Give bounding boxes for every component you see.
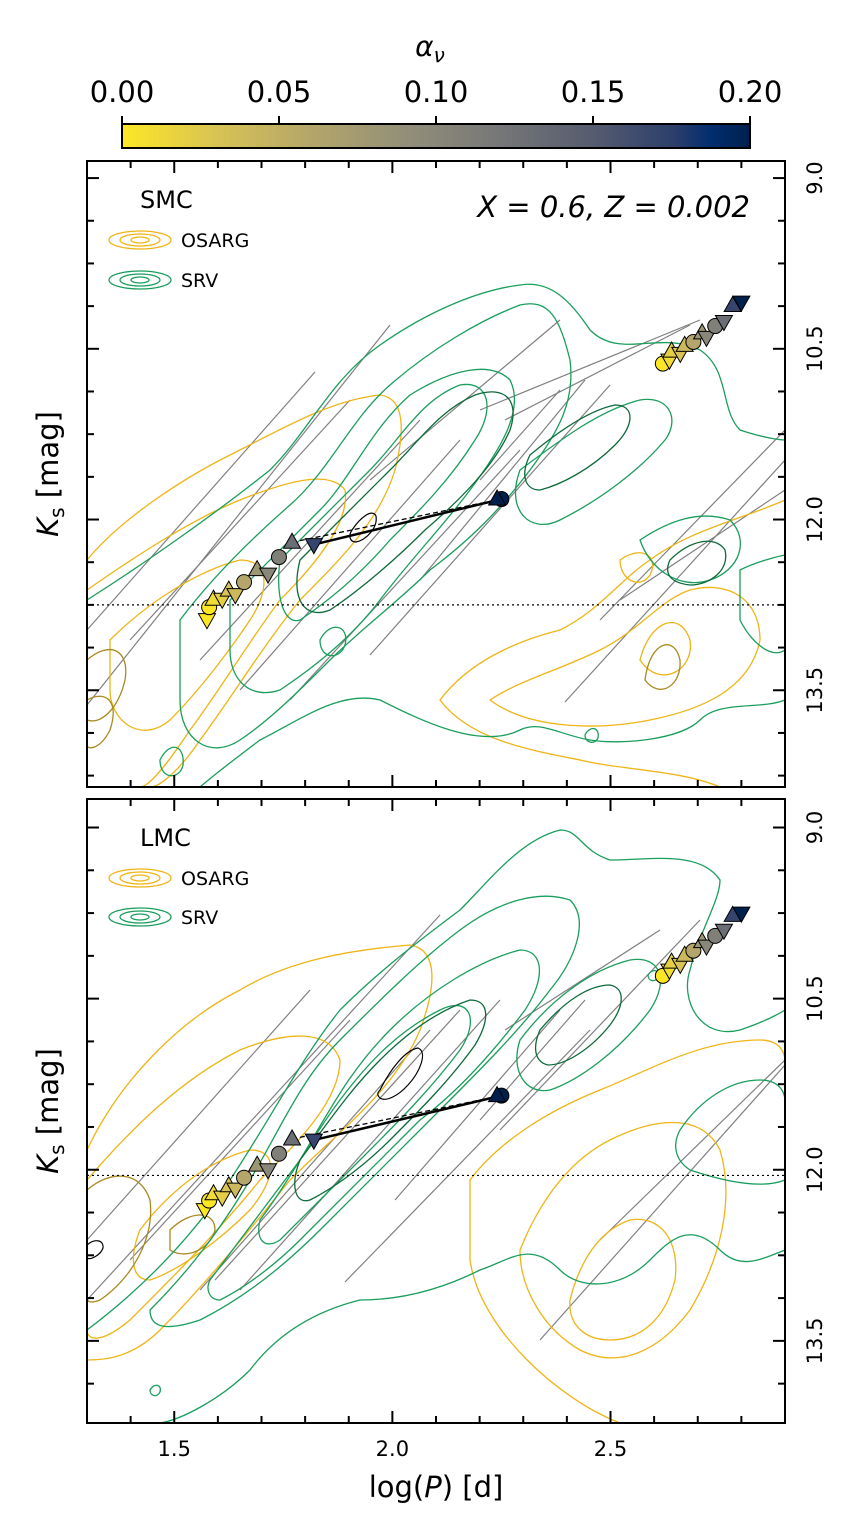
lmc-marker-triangle-down: [732, 906, 751, 924]
lmc-marker-triangle-down: [697, 939, 716, 957]
smc-connector-line: [291, 498, 502, 543]
smc-legend-osarg-icon: [108, 230, 172, 250]
lmc-ylabel: Ks [mag]: [31, 1048, 69, 1174]
smc-srv-contours: [87, 283, 785, 787]
colorbar-tick-label: 0.20: [718, 75, 783, 109]
lmc-srv-contours-dark: [294, 984, 622, 1202]
smc-y-tick-label: 9.0: [803, 161, 827, 194]
lmc-srv-contours: [87, 829, 785, 1423]
lmc-galaxy-label: LMC: [140, 824, 191, 852]
colorbar-tick-label: 0.10: [404, 75, 469, 109]
lmc-marker-circle: [270, 1145, 287, 1162]
lmc-series: [195, 905, 751, 1220]
lmc-legend: OSARG SRV: [108, 868, 249, 929]
smc-annotation: X = 0.6, Z = 0.002: [475, 190, 750, 224]
lmc-connector-line: [291, 1094, 502, 1140]
colorbar-ticks: [121, 116, 751, 124]
lmc-y-tick-label: 9.0: [803, 811, 827, 844]
smc-connector-line: [313, 498, 502, 546]
lmc-guide-lines: [87, 914, 785, 1341]
lmc-plot-area: [87, 829, 785, 1423]
smc-legend-osarg-label: OSARG: [181, 230, 249, 252]
x-tick-label: 1.5: [158, 1437, 191, 1461]
panel-smc: 9.0 10.5 12.0 13.5 SMC OSARG SRV X = 0.6, Z…: [31, 160, 827, 788]
smc-marker-circle: [270, 549, 287, 566]
smc-marker-triangle-down: [697, 330, 716, 348]
lmc-black-contour: [377, 1047, 423, 1100]
x-tick-label: 2.5: [594, 1437, 627, 1461]
colorbar-tick-label: 0.15: [561, 75, 626, 109]
lmc-marker-triangle-down: [304, 1133, 324, 1151]
x-tick-label: 2.0: [376, 1437, 409, 1461]
colorbar-label: αν: [415, 30, 445, 67]
lmc-osarg-contours: [87, 944, 785, 1423]
x-tick-labels: 1.5 2.0 2.5: [158, 1437, 628, 1461]
colorbar: αν 0.00 0.05 0.10 0.15 0.20: [90, 30, 783, 149]
smc-marker-triangle-down: [304, 538, 324, 555]
smc-legend-srv-icon: [108, 270, 172, 290]
smc-ylabel: Ks [mag]: [31, 411, 69, 537]
smc-osarg-contours-dark: [87, 644, 681, 749]
lmc-osarg-contours-dark: [87, 1175, 216, 1303]
lmc-marker-triangle-up: [282, 1128, 302, 1146]
colorbar-tick-labels: 0.00 0.05 0.10 0.15 0.20: [90, 75, 783, 109]
smc-osarg-contours: [87, 394, 785, 787]
smc-marker-circle: [236, 574, 253, 591]
smc-ticks: 9.0 10.5 12.0 13.5: [87, 161, 827, 787]
smc-marker-triangle-down: [258, 567, 278, 585]
smc-legend: OSARG SRV: [108, 230, 249, 292]
lmc-legend-osarg-label: OSARG: [181, 868, 249, 890]
smc-y-tick-label: 10.5: [803, 325, 827, 372]
lmc-legend-osarg-icon: [108, 868, 172, 888]
lmc-y-tick-label: 12.0: [803, 1146, 827, 1193]
panel-lmc: 9.0 10.5 12.0 13.5 LMC OSARG SRV Ks [mag]: [31, 798, 827, 1424]
smc-frame: [86, 160, 786, 788]
colorbar-bar: [121, 123, 751, 149]
smc-marker-triangle-down: [732, 295, 751, 313]
smc-srv-contours-dark: [296, 391, 727, 614]
lmc-legend-srv-label: SRV: [181, 907, 218, 929]
lmc-marker-circle: [236, 1169, 253, 1186]
smc-galaxy-label: SMC: [140, 186, 193, 214]
smc-marker-triangle-up: [487, 489, 507, 506]
lmc-marker-triangle-down: [714, 923, 734, 941]
lmc-connector-line: [313, 1094, 502, 1141]
colorbar-tick-label: 0.00: [90, 75, 155, 109]
smc-marker-triangle-down: [714, 314, 734, 332]
lmc-black-contour-edge: [87, 1240, 104, 1260]
lmc-ticks: 9.0 10.5 12.0 13.5: [87, 799, 827, 1423]
smc-legend-srv-label: SRV: [181, 270, 218, 292]
smc-series: [197, 295, 751, 630]
smc-y-tick-label: 13.5: [803, 667, 827, 714]
smc-marker-triangle-down: [225, 588, 245, 605]
smc-plot-area: [87, 283, 785, 787]
smc-marker-triangle-up: [282, 532, 302, 549]
lmc-marker-triangle-down: [258, 1163, 278, 1180]
lmc-marker-triangle-down: [225, 1182, 245, 1200]
lmc-y-tick-label: 13.5: [803, 1317, 827, 1364]
colorbar-tick-label: 0.05: [247, 75, 312, 109]
smc-black-contour: [349, 512, 377, 543]
lmc-y-tick-label: 10.5: [803, 975, 827, 1022]
x-axis-label: log(P) [d]: [369, 1470, 504, 1504]
lmc-marker-triangle-up: [487, 1085, 507, 1103]
lmc-legend-srv-icon: [108, 907, 172, 927]
smc-y-tick-label: 12.0: [803, 496, 827, 543]
smc-marker-triangle-down: [197, 613, 217, 630]
